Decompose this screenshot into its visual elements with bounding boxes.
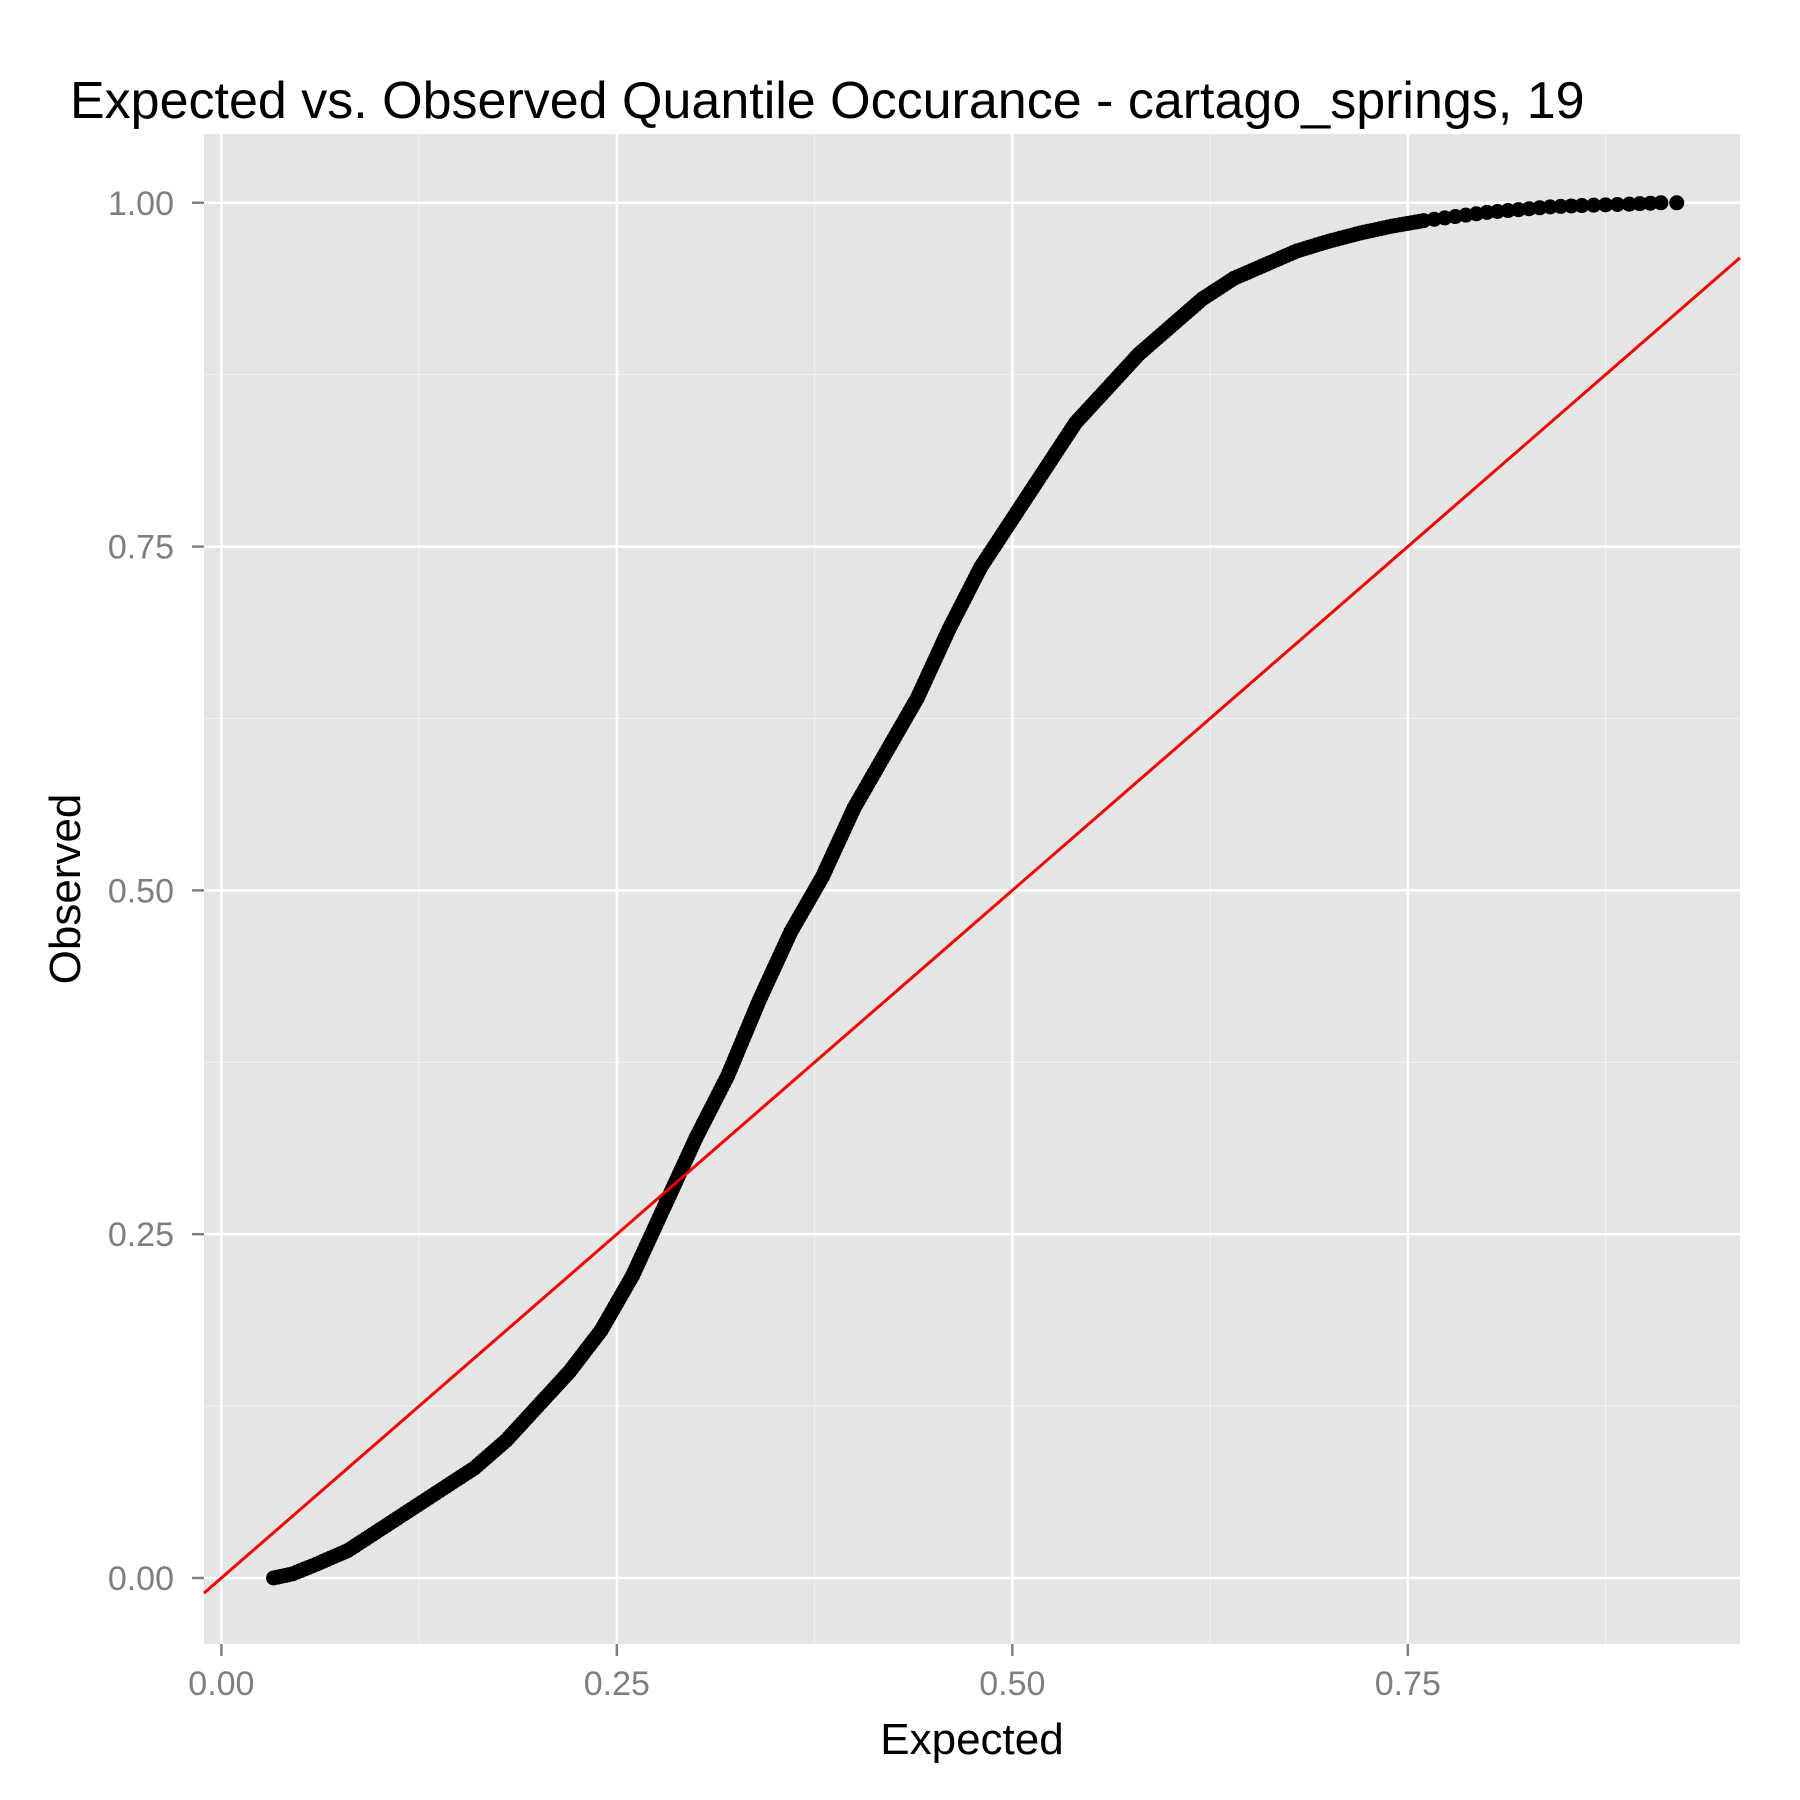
data-point: [1632, 196, 1648, 212]
axis-ticks: [192, 201, 1410, 1656]
major-gridlines: [204, 134, 1740, 1644]
y-tick-label: 0.25: [108, 1216, 174, 1254]
y-tick-label: 0.00: [108, 1560, 174, 1598]
data-point: [1621, 196, 1637, 212]
data-point: [1642, 195, 1658, 211]
chart-title: Expected vs. Observed Quantile Occurance…: [70, 72, 1585, 130]
data-point: [1653, 195, 1669, 211]
data-point: [1563, 198, 1579, 214]
minor-gridlines: [204, 134, 1740, 1644]
identity-reference-line: [203, 256, 1741, 1595]
x-tick-label: 0.75: [1375, 1665, 1441, 1703]
y-tick-label: 0.50: [108, 872, 174, 910]
data-point: [1542, 199, 1558, 215]
x-tick-label: 0.00: [188, 1665, 254, 1703]
plot-panel: [204, 134, 1740, 1644]
y-axis-title: Observed: [41, 794, 90, 985]
x-axis-title: Expected: [880, 1715, 1063, 1764]
data-point: [1609, 196, 1625, 212]
data-point: [1553, 198, 1569, 214]
data-points: [266, 195, 1685, 1586]
y-axis-tick-labels: 0.00 0.25 0.50 0.75 1.00: [108, 185, 174, 1598]
x-axis-tick-labels: 0.00 0.25 0.50 0.75: [188, 1665, 1441, 1703]
data-point: [1574, 198, 1590, 214]
x-tick-label: 0.50: [979, 1665, 1045, 1703]
data-point: [1598, 197, 1614, 213]
data-point: [1669, 195, 1685, 211]
y-tick-label: 0.75: [108, 529, 174, 567]
data-point: [1586, 197, 1602, 213]
x-tick-label: 0.25: [584, 1665, 650, 1703]
y-tick-label: 1.00: [108, 185, 174, 223]
